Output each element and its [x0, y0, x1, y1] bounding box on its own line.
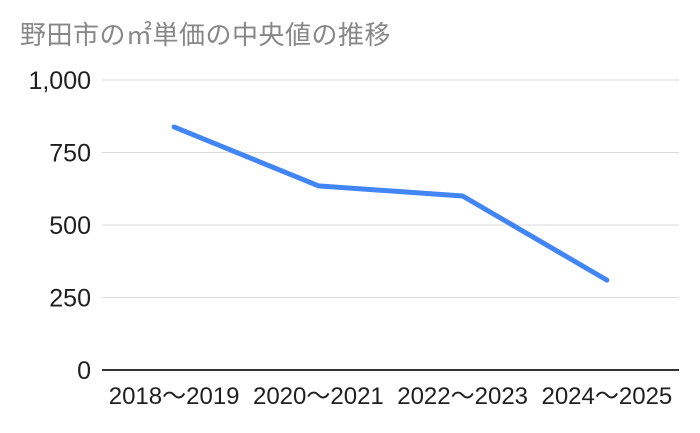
y-tick-label: 750: [49, 139, 91, 167]
y-tick-label: 0: [77, 357, 91, 385]
y-tick-label: 250: [49, 284, 91, 312]
y-tick-label: 1,000: [28, 67, 91, 95]
data-line-series: [171, 124, 610, 283]
chart-title: 野田市の㎡単価の中央値の推移: [20, 20, 392, 50]
x-tick-label: 2022〜2023: [397, 383, 528, 410]
x-tick-label: 2020〜2021: [253, 383, 384, 410]
x-tick-label: 2024〜2025: [541, 383, 672, 410]
x-tick-label: 2018〜2019: [109, 383, 240, 410]
y-tick-label: 500: [49, 212, 91, 240]
